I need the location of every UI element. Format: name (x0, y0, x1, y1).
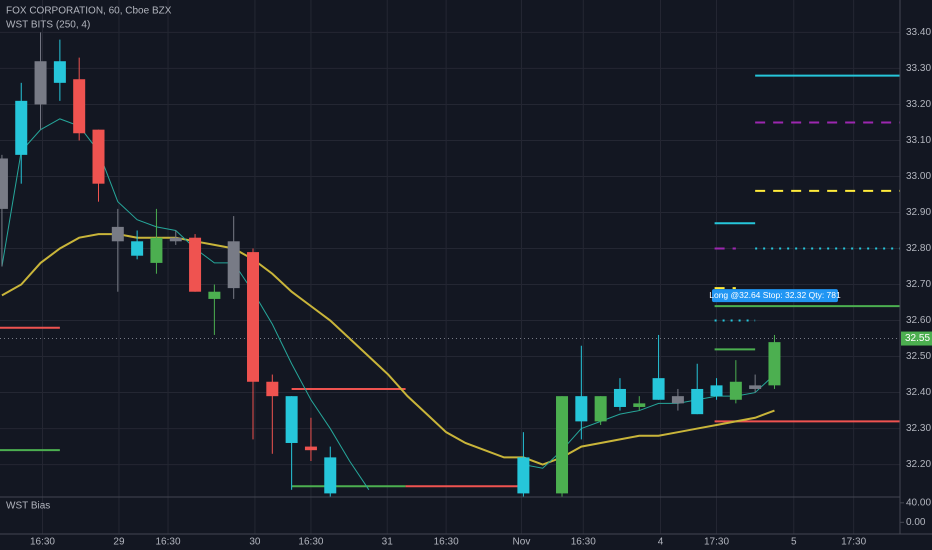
candle-body (227, 241, 240, 289)
x-tick-label: 4 (658, 537, 664, 548)
candle-body (575, 396, 588, 422)
y-tick-label: 32.40 (906, 387, 931, 398)
x-tick-label: 5 (791, 537, 797, 548)
x-tick-label: 29 (113, 537, 125, 548)
y-tick-label: 32.60 (906, 315, 931, 326)
candle-body (324, 457, 337, 494)
x-tick-label: 16:30 (156, 537, 181, 548)
x-tick-label: 17:30 (704, 537, 729, 548)
candle-body (131, 241, 144, 256)
candle-body (53, 61, 66, 83)
candle-body (749, 385, 762, 389)
candle-body (671, 396, 684, 404)
candle-body (285, 396, 298, 443)
candle-body (34, 61, 47, 105)
x-tick-label: Nov (513, 537, 531, 548)
candle-body (556, 396, 569, 494)
y-tick-label: 32.30 (906, 423, 931, 434)
order-label: Long @32.64 Stop: 32.32 Qty: 781 (709, 290, 841, 300)
last-price-label: 32.55 (905, 333, 930, 344)
candle-body (691, 388, 704, 415)
candle-body (73, 79, 86, 134)
candle-body (594, 396, 607, 422)
candle-body (266, 381, 279, 397)
candle-body (652, 378, 665, 400)
y-tick-label: 33.10 (906, 135, 931, 146)
study-name: WST BITS (250, 4) (6, 20, 90, 31)
candle-body (169, 237, 182, 242)
candle-body (15, 100, 28, 155)
indicator-line (1, 233, 775, 466)
x-tick-label: 30 (249, 537, 261, 548)
order-label-box (712, 289, 838, 303)
plot-area: Long @32.64 Stop: 32.32 Qty: 781 (0, 32, 900, 497)
y-tick-label: 33.40 (906, 27, 931, 38)
y-tick-label: 33.20 (906, 99, 931, 110)
y-tick-label: 33.30 (906, 63, 931, 74)
candle-body (247, 252, 260, 382)
y-tick-label: 32.50 (906, 351, 931, 362)
axes: 33.40 33.30 33.20 33.10 33.00 32.90 32.80 32.70… (30, 27, 932, 548)
x-tick-label: 16:30 (571, 537, 596, 548)
candle-body (208, 291, 221, 299)
candle-body (92, 129, 105, 184)
candle-body (633, 403, 646, 407)
x-tick-label: 16:30 (434, 537, 459, 548)
y-tick-label: 32.70 (906, 279, 931, 290)
lower-pane-title: WST Bias (6, 501, 50, 512)
candle-body (768, 342, 781, 386)
y-tick-label: 33.00 (906, 171, 931, 182)
grid (0, 0, 900, 534)
candle-body (189, 237, 202, 292)
y-tick-label: 32.90 (906, 207, 931, 218)
x-tick-label: 17:30 (841, 537, 866, 548)
x-tick-label: 16:30 (30, 537, 55, 548)
y-tick-label: 32.20 (906, 459, 931, 470)
lower-y-tick-label: 40.00 (906, 497, 931, 508)
lower-y-tick-label: 0.00 (906, 517, 926, 528)
candle-body (111, 226, 124, 242)
candle-body (150, 237, 163, 263)
last-price-tag (901, 331, 932, 346)
candle-body (729, 381, 742, 400)
candle-body (517, 457, 530, 494)
x-tick-label: 31 (382, 537, 394, 548)
candle-body (613, 388, 626, 407)
candle-body (710, 385, 723, 397)
y-tick-label: 32.80 (906, 243, 931, 254)
x-tick-label: 16:30 (298, 537, 323, 548)
candle-body (304, 446, 317, 451)
candle-body (0, 158, 8, 209)
chart-title: FOX CORPORATION, 60, Cboe BZX (6, 6, 172, 17)
